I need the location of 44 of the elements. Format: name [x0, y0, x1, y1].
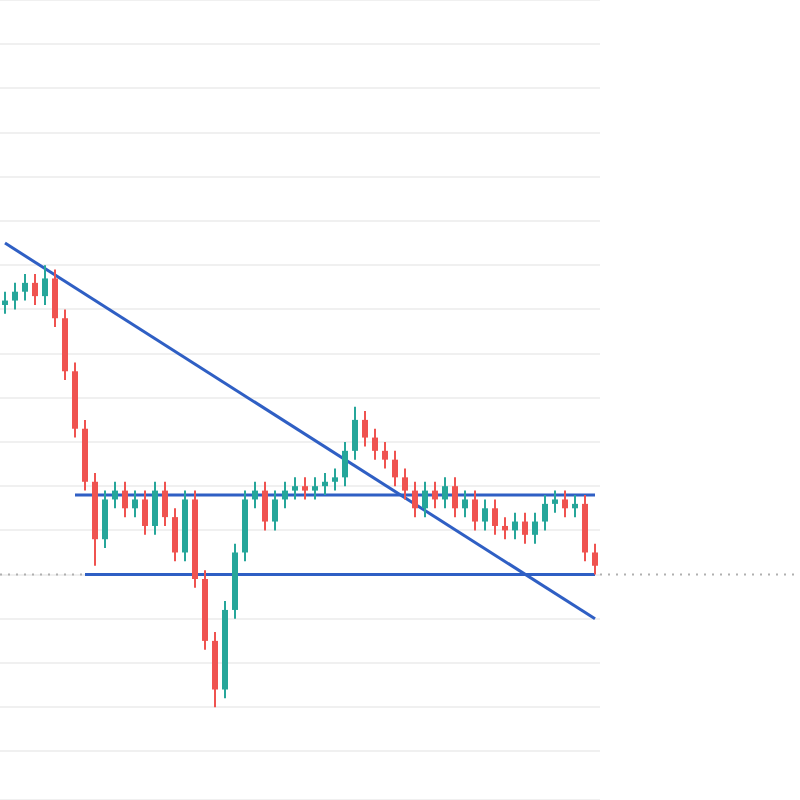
candlestick [12, 281, 18, 311]
candlestick [382, 440, 388, 470]
candlestick [262, 480, 268, 532]
candlestick [542, 494, 548, 532]
candlestick [592, 542, 598, 576]
candlestick [282, 480, 288, 510]
candlestick [172, 507, 178, 563]
candlestick [362, 410, 368, 448]
candlestick [252, 480, 258, 510]
candlestick [122, 480, 128, 519]
candlestick [272, 489, 278, 532]
candlestick [132, 489, 138, 519]
candlestick [412, 480, 418, 519]
candlestick [302, 476, 308, 501]
candlestick [462, 489, 468, 519]
candlestick [22, 273, 28, 302]
candlestick [432, 480, 438, 510]
candlestick [292, 476, 298, 501]
candlestick [512, 511, 518, 541]
candlestick [162, 480, 168, 527]
candlestick [522, 511, 528, 545]
candlestick [532, 511, 538, 545]
candlestick [312, 476, 318, 501]
candlestick [452, 476, 458, 519]
candlestick [402, 467, 408, 501]
candlestick [372, 427, 378, 461]
candlestick [472, 489, 478, 532]
candlestick [482, 498, 488, 532]
candlestick [152, 480, 158, 536]
candlestick [352, 405, 358, 461]
candlestick [492, 498, 498, 536]
candlestick [422, 480, 428, 519]
candlestick [42, 264, 48, 306]
candlestick [102, 489, 108, 550]
candlestick [392, 449, 398, 488]
candlestick [142, 489, 148, 536]
candlestick [552, 489, 558, 514]
candlestick [32, 273, 38, 306]
candlestick [52, 268, 58, 329]
candlestick [562, 489, 568, 519]
candlestick [342, 440, 348, 488]
candlestick [112, 480, 118, 510]
candlestick [442, 476, 448, 510]
candlestick [332, 467, 338, 492]
